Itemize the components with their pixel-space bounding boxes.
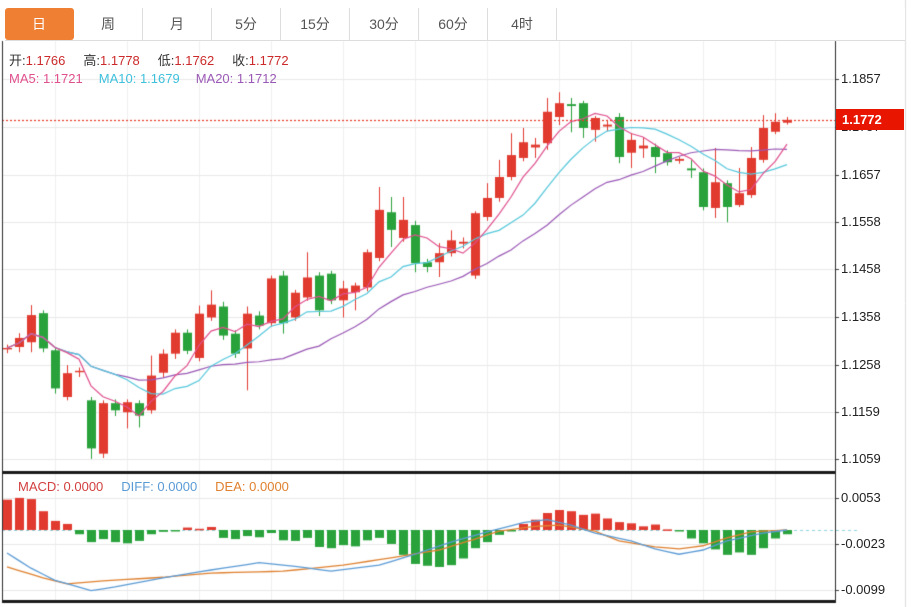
tab-60min[interactable]: 60分 <box>419 8 488 40</box>
high-value: 1.1778 <box>100 53 140 68</box>
diff-value: DIFF: 0.0000 <box>121 479 198 494</box>
high-label: 高: <box>83 53 101 68</box>
close-value: 1.1772 <box>248 53 289 68</box>
macd-value: MACD: 0.0000 <box>18 479 104 494</box>
open-label: 开: <box>9 53 26 68</box>
tab-15min[interactable]: 15分 <box>281 8 350 40</box>
macd-readout: MACD: 0.0000 DIFF: 0.0000 DEA: 0.0000 <box>18 479 289 494</box>
tab-4hour[interactable]: 4时 <box>488 8 557 40</box>
low-label: 低: <box>157 53 175 68</box>
tab-30min[interactable]: 30分 <box>350 8 419 40</box>
open-value: 1.1766 <box>25 53 66 68</box>
current-price-tag: 1.1772 <box>836 109 904 130</box>
tab-day[interactable]: 日 <box>5 8 74 40</box>
tab-5min[interactable]: 5分 <box>212 8 281 40</box>
tab-month[interactable]: 月 <box>143 8 212 40</box>
ma-readout: MA5: 1.1721 MA10: 1.1679 MA20: 1.1712 <box>9 71 277 86</box>
dea-value: DEA: 0.0000 <box>215 479 289 494</box>
close-label: 收: <box>232 53 249 68</box>
tab-week[interactable]: 周 <box>74 8 143 40</box>
ma20-readout: MA20: 1.1712 <box>195 71 277 86</box>
low-value: 1.1762 <box>174 53 215 68</box>
ma10-readout: MA10: 1.1679 <box>98 71 180 86</box>
ohlc-readout: 开:1.1766 高:1.1778 低:1.1762 收:1.1772 <box>9 50 307 69</box>
ma5-readout: MA5: 1.1721 <box>9 71 83 86</box>
timeframe-tabbar: 日 周 月 5分 15分 30分 60分 4时 <box>5 8 905 41</box>
